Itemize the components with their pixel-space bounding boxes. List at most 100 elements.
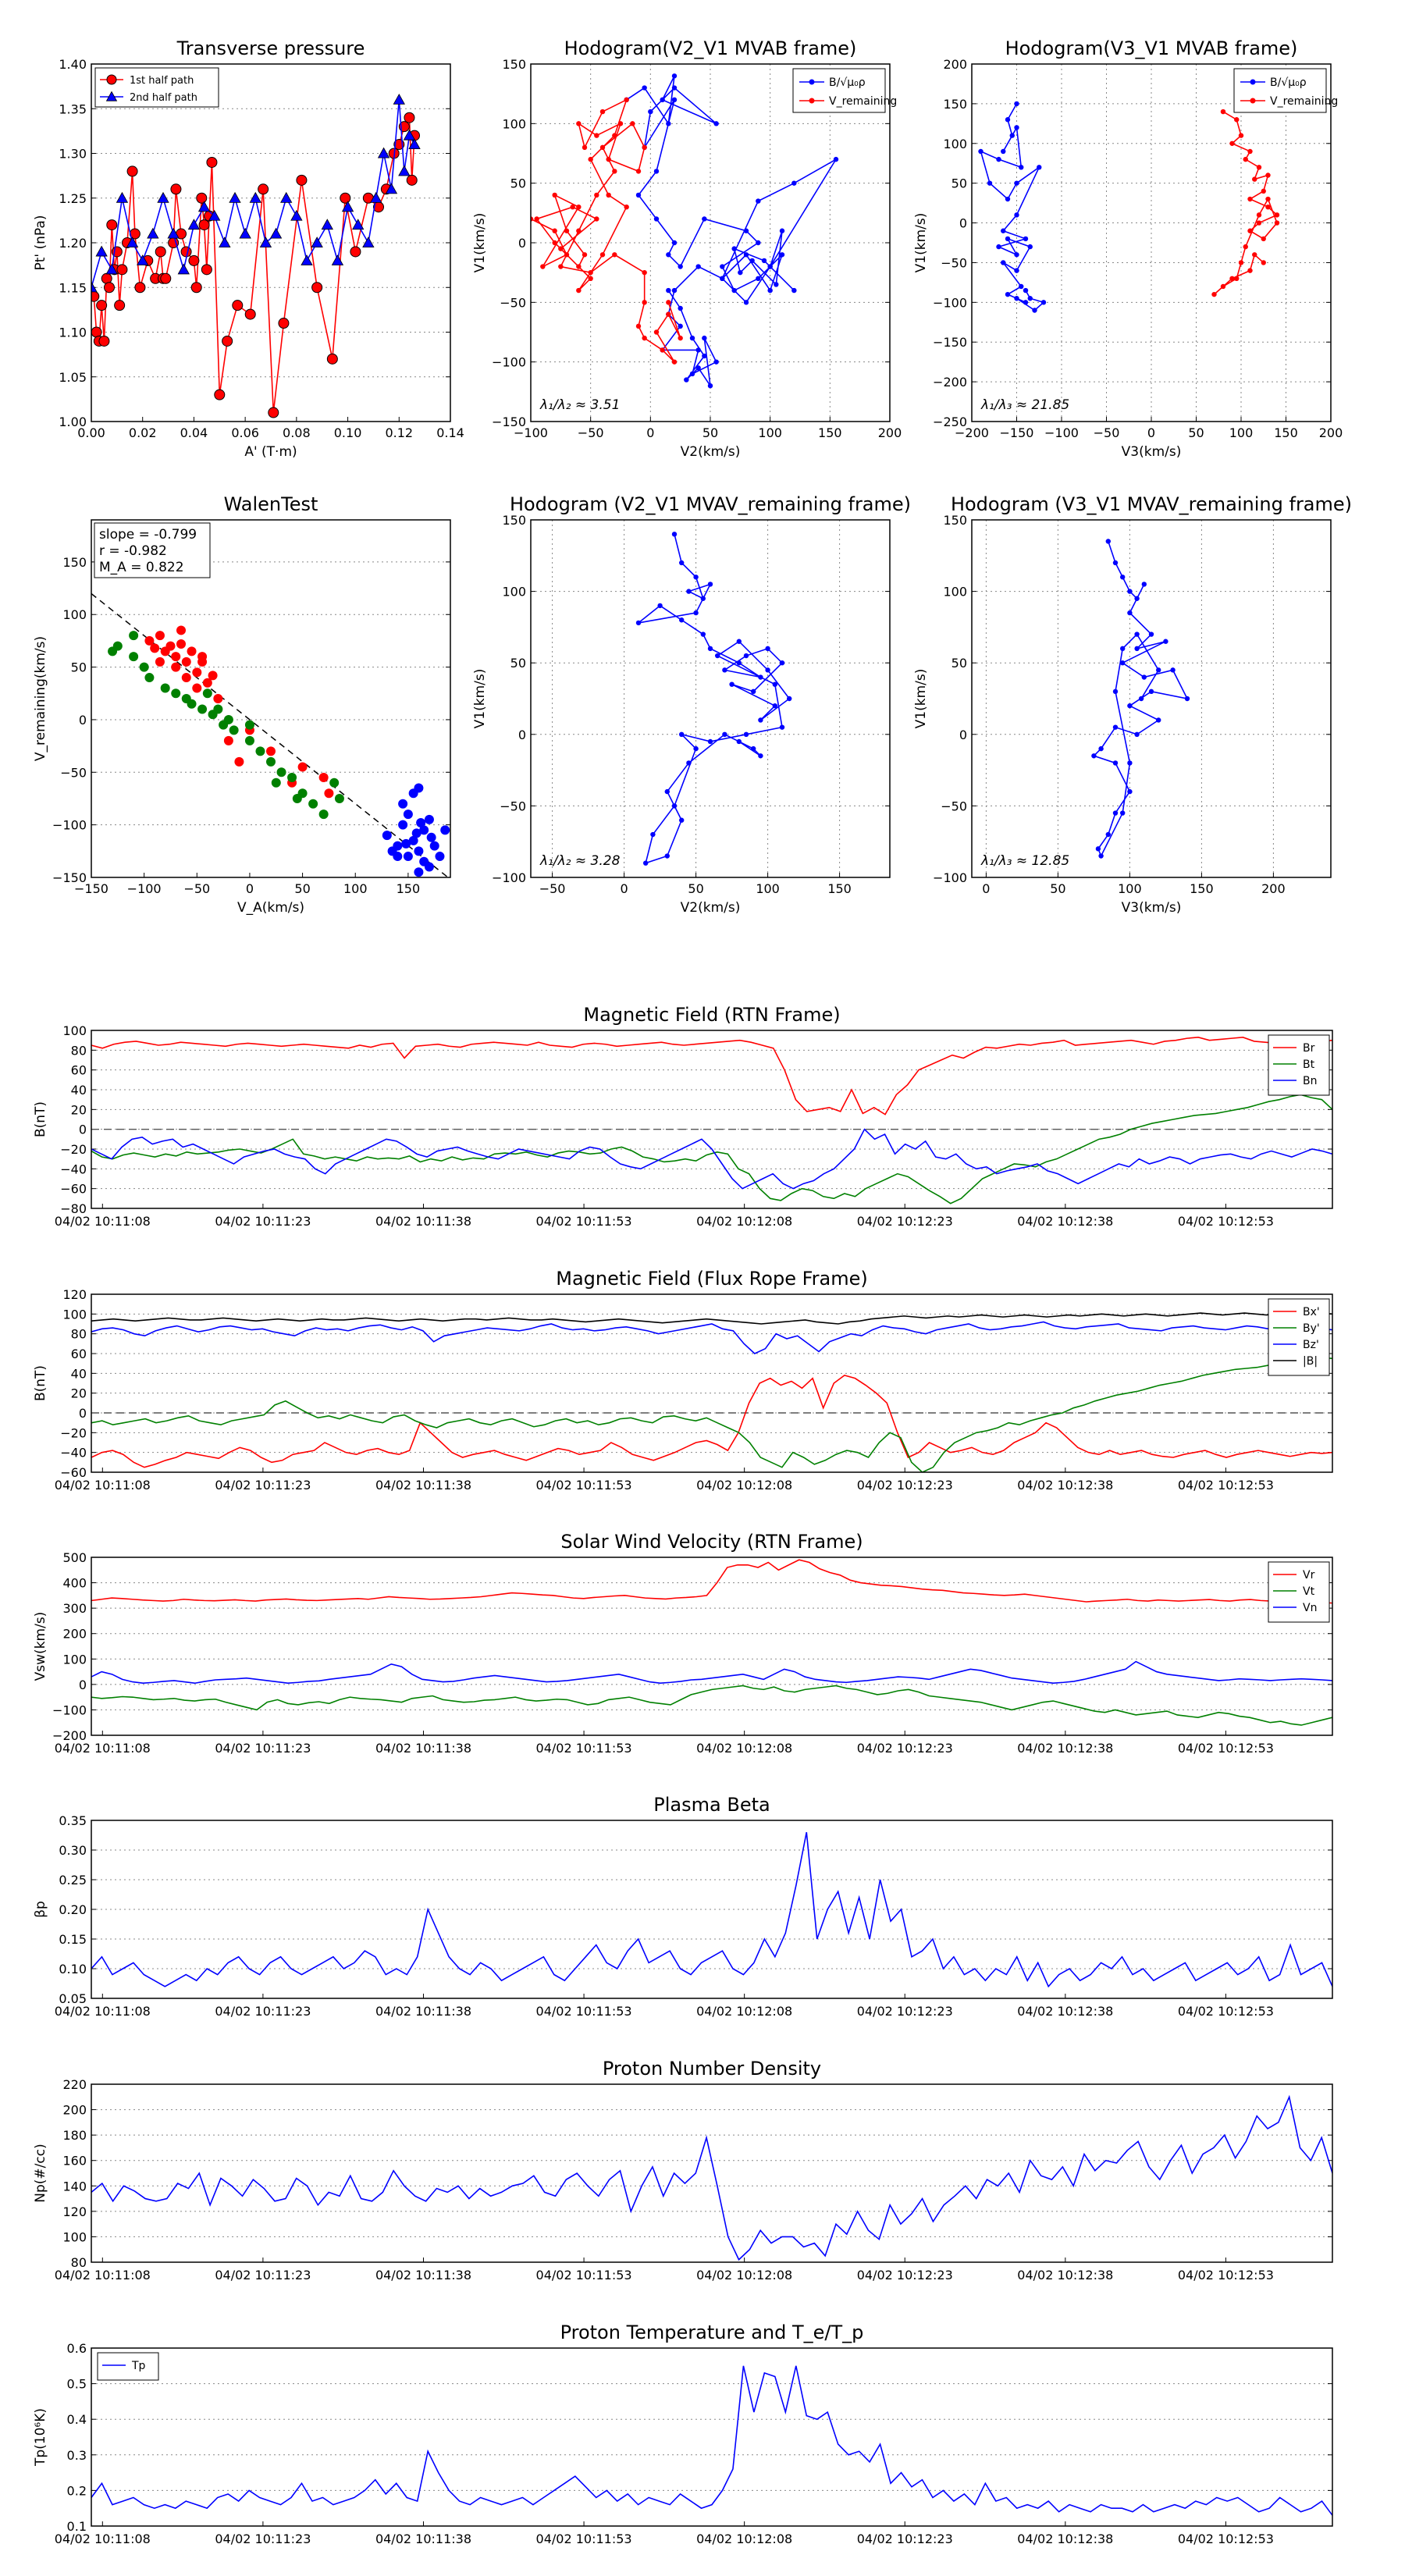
walen-series-2-point (271, 777, 281, 788)
h1-series-2-point (635, 169, 642, 174)
ts2-plot-border (91, 1293, 1333, 1473)
walen-series-3-point (419, 856, 429, 866)
ts6-plot-area (91, 2365, 1332, 2516)
h2-series-1-point (1001, 228, 1006, 233)
ts6-xtick-label: 04/02 10:12:38 (1017, 2532, 1113, 2546)
h1-series-2-point (653, 329, 660, 335)
ts5-xtick-label: 04/02 10:11:38 (375, 2268, 471, 2282)
tp-series-1-point (268, 407, 279, 418)
ts2-legend-label: By' (1303, 1322, 1320, 1335)
h2-xtick-label: 150 (1274, 425, 1298, 440)
ts3-ytick-label: −200 (52, 1728, 87, 1743)
tp-series-1-point (296, 174, 308, 186)
tp-series-2-point (208, 209, 221, 221)
h3-annotation: λ₁/λ₂ ≈ 3.28 (539, 853, 621, 869)
tp-series-2-point (403, 129, 416, 141)
walen-series-1-point (187, 646, 197, 656)
h1-series-2-point (588, 156, 593, 162)
h4-plot-area (1091, 539, 1190, 859)
h1-series-2-point (642, 269, 647, 276)
h3-series-1-point (686, 760, 692, 766)
walen-series-2-point (213, 704, 223, 714)
walen-series-3-point (429, 841, 439, 851)
h4-series-1-point (1184, 696, 1190, 702)
tp-series-2-point (321, 219, 333, 230)
walen-xtick-label: 0 (246, 881, 254, 896)
tp-ylabel: Pt' (nPa) (33, 215, 48, 271)
tp-series-1-point (170, 183, 182, 195)
h1-series-1-point (660, 97, 665, 102)
h2-series-1-point (1023, 287, 1029, 294)
h1-legend-box (792, 68, 886, 113)
ts1-panel: Magnetic Field (RTN Frame) −80 −60 −40 −20 0 2… (33, 1004, 1333, 1229)
ts6-panel: Proton Temperature and T_e/T_p 0.1 0.2 0.3 0… (33, 2322, 1333, 2546)
ts6-xtick-label: 04/02 10:12:23 (857, 2532, 953, 2546)
h1-series-1-point (833, 156, 839, 162)
h2-series-1-point (1032, 308, 1037, 313)
h2-series-2-point (1256, 220, 1262, 226)
h1-series-2-point (666, 311, 671, 317)
h4-series-1-point (1127, 589, 1133, 594)
h2-series-2-point (1243, 244, 1248, 250)
ts2-series-Bz'-line (91, 1321, 1332, 1354)
h3-series-1-point (693, 575, 699, 580)
h1-series-2-point (599, 252, 606, 258)
ts3-ytick-label: 400 (62, 1576, 87, 1591)
h2-series-1-point (1023, 236, 1029, 242)
ts3-ytick-label: 100 (62, 1652, 87, 1667)
tp-series-2-point (219, 237, 231, 247)
h4-series-1-point (1127, 703, 1133, 709)
ts4-xtick-label: 04/02 10:12:38 (1017, 2004, 1113, 2019)
h2-series-1-point (1040, 300, 1047, 305)
h2-series-1-point (1014, 212, 1019, 218)
h1-series-1-point (695, 347, 701, 353)
h1-series-2-point (635, 323, 642, 329)
h4-ytick-label: 50 (951, 656, 967, 671)
h4-series-1-point (1163, 639, 1168, 644)
ts4-ytick-label: 0.20 (59, 1902, 87, 1917)
h2-series-1-point (1019, 283, 1024, 290)
h4-ytick-label: −50 (941, 799, 967, 813)
walen-series-1-point (155, 656, 165, 667)
h2-xtick-label: −100 (1044, 425, 1079, 440)
h2-series-2-point (1261, 188, 1266, 194)
walen-series-2-point (181, 694, 191, 703)
h1-series-1-point (756, 198, 761, 204)
h4-xtick-label: 50 (1050, 881, 1065, 896)
walen-xtick-label: 150 (397, 881, 421, 896)
h3-xtick-label: 100 (756, 881, 780, 896)
h3-series-1-point (758, 753, 763, 759)
ts3-xtick-label: 04/02 10:12:53 (1178, 1741, 1274, 1756)
h3-series-1-point (643, 860, 649, 866)
ts5-ytick-label: 80 (71, 2255, 87, 2270)
ts2-ytick-label: 100 (62, 1307, 87, 1322)
h3-ylabel: V1(km/s) (472, 669, 488, 729)
tp-legend-marker (105, 91, 118, 101)
tp-title: Transverse pressure (176, 37, 365, 59)
h1-series-1-point (678, 323, 683, 329)
tp-series-2-point (249, 191, 261, 203)
h3-series-1-point (679, 731, 685, 737)
h2-series-1-point (1014, 125, 1019, 130)
h4-series-1-point (1141, 674, 1147, 680)
h1-series-2-point (642, 144, 647, 151)
tp-series-1-point (96, 300, 108, 311)
h4-ytick-label: 150 (943, 513, 967, 528)
ts6-ytick-label: 0.6 (67, 2341, 87, 2356)
h1-ytick-label: −50 (500, 295, 526, 310)
tp-legend-label: 2nd half path (130, 92, 197, 104)
h1-series-2-point (564, 252, 570, 258)
h2-legend-marker (1250, 98, 1256, 104)
h2-series-2-point (1247, 228, 1253, 233)
ts4-ytick-label: 0.05 (59, 1991, 87, 2006)
ts3-title: Solar Wind Velocity (RTN Frame) (560, 1531, 863, 1553)
ts3-xtick-label: 04/02 10:12:38 (1017, 1741, 1113, 1756)
h2-ytick-label: 50 (951, 176, 967, 191)
walen-series-3-point (408, 835, 418, 845)
h1-series-1-point (702, 335, 707, 341)
tp-xtick-label: 0.12 (385, 425, 413, 440)
tp-series-1-point (190, 282, 202, 294)
tp-series-1-point (214, 389, 226, 400)
ts1-plot-area (91, 1037, 1332, 1204)
